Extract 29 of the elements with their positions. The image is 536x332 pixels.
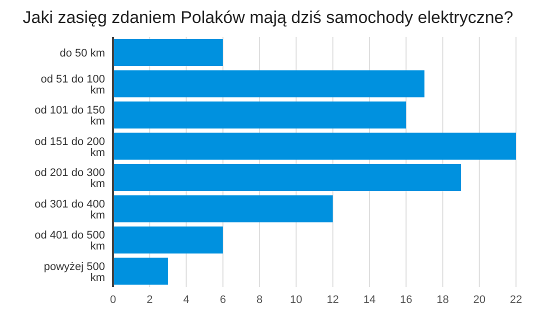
y-tick-label: od 201 do 300 km (34, 167, 105, 190)
x-tick-label: 10 (290, 294, 302, 306)
x-tick-label: 0 (110, 294, 116, 306)
x-tick-label: 22 (510, 294, 522, 306)
x-tick-label: 6 (220, 294, 226, 306)
bar (113, 258, 168, 285)
y-tick-label: powyżej 500 km (44, 260, 105, 284)
x-tick-label: 4 (183, 294, 190, 306)
y-tick-label: do 50 km (60, 48, 105, 60)
y-tick-label: od 301 do 400 km (34, 198, 105, 222)
bar (113, 164, 462, 191)
x-tick-label: 2 (146, 294, 153, 306)
bar (113, 70, 424, 98)
y-tick-label: od 51 do 100 km (40, 73, 105, 96)
x-tick-label: 14 (363, 294, 376, 306)
x-tick-label: 16 (400, 294, 412, 306)
x-tick-label: 8 (256, 294, 263, 306)
x-tick-label: 18 (436, 294, 449, 306)
bar (113, 39, 223, 66)
chart-title: Jaki zasięg zdaniem Polaków mają dziś samochody elektryczne? (22, 8, 514, 28)
y-tick-label: od 101 do 150 km (34, 104, 105, 128)
bar (113, 195, 333, 222)
y-tick-label: od 151 do 200 km (34, 136, 105, 159)
y-tick-label: od 401 do 500 km (34, 230, 105, 253)
bar (113, 102, 406, 128)
x-tick-label: 12 (326, 294, 339, 306)
x-tick-label: 20 (473, 294, 486, 306)
bar (113, 132, 516, 160)
bar (113, 226, 223, 254)
